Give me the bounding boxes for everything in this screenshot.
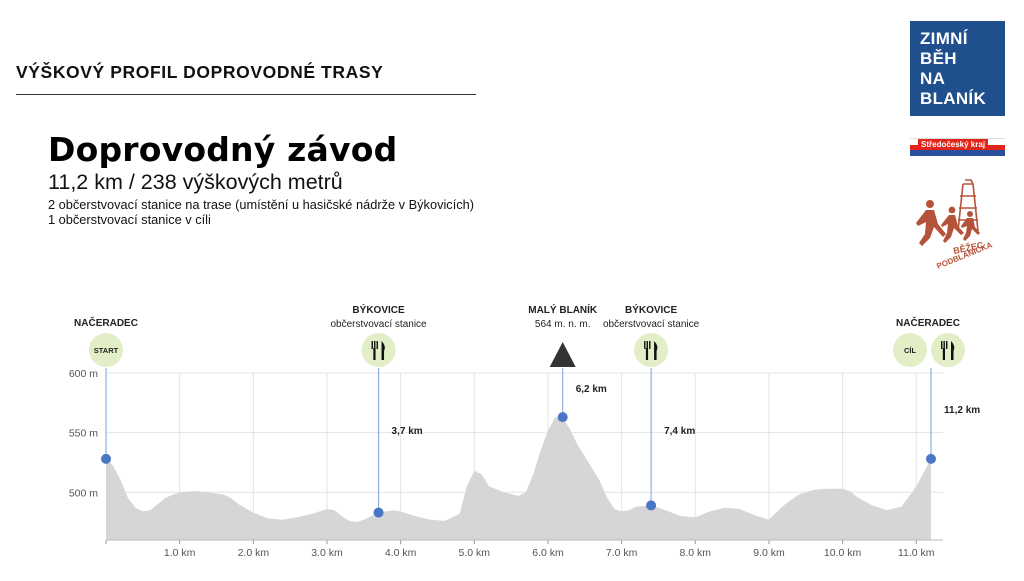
fork-icon: [946, 341, 948, 349]
route-marker: BÝKOVICE občerstvovací stanice 7,4 km: [603, 303, 700, 511]
knife-icon: [381, 341, 385, 360]
logo-line: BĚH: [920, 49, 957, 68]
fork-icon: [376, 341, 378, 349]
y-tick-label: 600 m: [69, 368, 98, 380]
route-marker: NAČERADEC CÍL 11,2 km: [893, 316, 980, 464]
marker-subtitle: občerstvovací stanice: [603, 319, 700, 330]
fork-icon: [942, 348, 945, 360]
runner-head-icon: [948, 206, 956, 214]
runner-icon: [916, 210, 946, 246]
race-title: Doprovodný závod: [48, 130, 398, 169]
runner-icon: [961, 218, 980, 241]
runner-icon: [941, 215, 964, 243]
marker-name: BÝKOVICE: [625, 303, 678, 316]
marker-distance-label: 7,4 km: [664, 426, 695, 437]
x-tick-label: 1.0 km: [164, 547, 196, 559]
marker-point: [101, 453, 111, 464]
marker-subtitle: 564 m. n. m.: [535, 319, 591, 330]
fork-icon: [371, 341, 373, 349]
fork-icon: [649, 341, 651, 349]
fork-icon: [373, 348, 376, 360]
marker-subtitle: občerstvovací stanice: [330, 319, 427, 330]
finish-badge: [893, 333, 927, 367]
fork-icon: [645, 348, 649, 360]
start-badge-label: START: [94, 346, 119, 355]
marker-point: [557, 412, 568, 423]
x-tick-label: 9.0 km: [753, 547, 785, 559]
chart-axes: 1.0 km 2.0 km 3.0 km 4.0 km 5.0 km 6.0 km 7.0 …: [69, 368, 943, 559]
fork-icon: [646, 341, 648, 349]
finish-badge-label: CÍL: [904, 346, 917, 355]
marker-distance-label: 3,7 km: [392, 426, 423, 437]
elevation-profile-area: [106, 417, 931, 540]
x-tick-label: 3.0 km: [311, 547, 343, 559]
marker-badge: [361, 333, 396, 367]
refreshment-note: 2 občerstvovací stanice na trase (umístě…: [48, 197, 475, 212]
marker-distance-label: 11,2 km: [944, 405, 980, 416]
marker-badge: [89, 333, 123, 367]
route-markers: NAČERADEC START BÝKOVICE občerstvovací stan…: [74, 303, 980, 518]
x-tick-label: 8.0 km: [680, 547, 712, 559]
marker-name: NAČERADEC: [74, 316, 138, 329]
marker-point: [373, 507, 384, 518]
knife-icon: [951, 341, 955, 360]
finish-refreshment-note: 1 občerstvovací stanice v cíli: [48, 212, 211, 227]
fork-icon: [374, 341, 376, 349]
marker-point: [646, 500, 657, 511]
knife-icon: [654, 341, 658, 360]
x-tick-label: 11.0 km: [898, 547, 935, 559]
fork-icon: [644, 341, 646, 349]
race-summary: 11,2 km / 238 výškových metrů: [48, 170, 343, 194]
flag-stripe-blue: [910, 150, 1005, 156]
peak-triangle-icon: [549, 342, 576, 367]
fork-icon: [941, 341, 943, 349]
x-tick-label: 4.0 km: [385, 547, 417, 559]
x-tick-label: 5.0 km: [459, 547, 491, 559]
zimni-beh-logo: ZIMNÍ BĚH NA BLANÍK: [910, 21, 1005, 116]
marker-point: [926, 453, 936, 464]
y-tick-label: 550 m: [69, 428, 98, 440]
heading-divider: [16, 94, 476, 95]
marker-distance-label: 6,2 km: [576, 384, 607, 395]
y-tick-label: 500 m: [69, 487, 98, 499]
logo-line: BLANÍK: [920, 89, 987, 108]
section-title: VÝŠKOVÝ PROFIL DOPROVODNÉ TRASY: [16, 62, 384, 82]
marker-name: BÝKOVICE: [352, 303, 405, 316]
x-tick-label: 6.0 km: [532, 547, 564, 559]
logo-line: NA: [920, 69, 946, 88]
x-tick-label: 10.0 km: [824, 547, 862, 559]
x-tick-label: 2.0 km: [238, 547, 270, 559]
marker-name: NAČERADEC: [896, 316, 960, 329]
runner-head-icon: [926, 200, 934, 208]
kraj-label: Středočeský kraj: [918, 139, 989, 150]
marker-name: MALÝ BLANÍK: [528, 303, 598, 316]
fork-icon: [943, 341, 945, 349]
runner-head-icon: [967, 211, 973, 217]
marker-badge: [634, 333, 669, 367]
marker-badge: [931, 333, 965, 367]
x-tick-label: 7.0 km: [606, 547, 638, 559]
route-marker: NAČERADEC START: [74, 316, 138, 464]
stredocesky-kraj-logo: Středočeský kraj: [910, 138, 1005, 156]
bezec-podblanicka-logo: BĚŽEC PODBLANICKA: [916, 179, 994, 271]
logo-line: ZIMNÍ: [920, 29, 968, 48]
route-marker: MALÝ BLANÍK 564 m. n. m. 6,2 km: [528, 303, 607, 423]
route-marker: BÝKOVICE občerstvovací stanice 3,7 km: [330, 303, 427, 518]
